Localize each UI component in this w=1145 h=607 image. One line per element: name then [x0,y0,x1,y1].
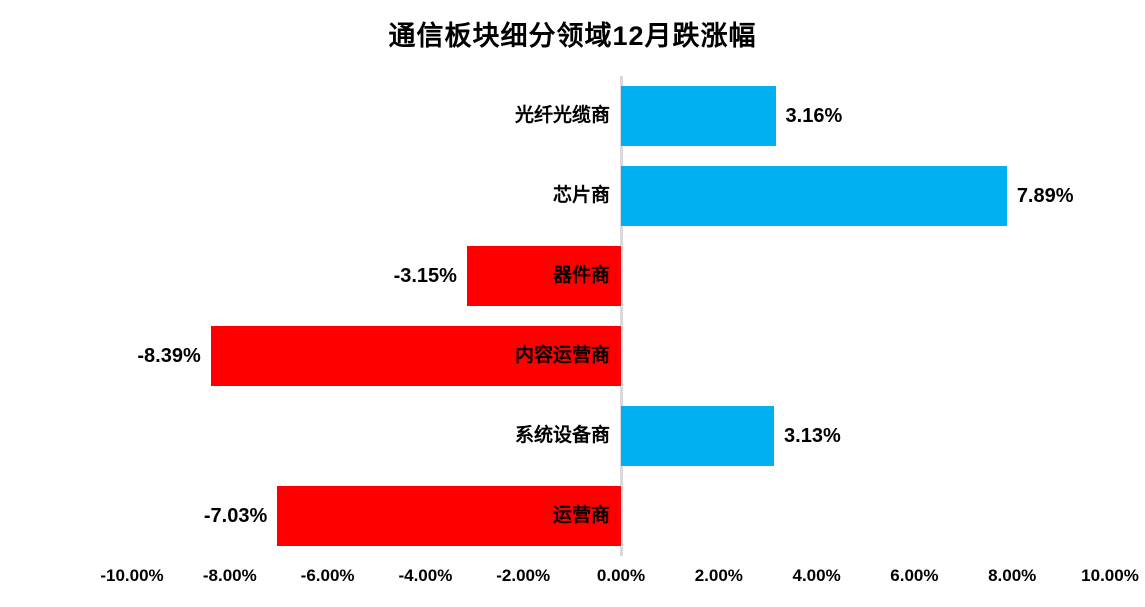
category-label-4: 系统设备商 [514,425,610,446]
category-label-2: 器件商 [552,265,610,286]
bar-1 [621,166,1007,226]
x-axis-tick-label-10: 10.00% [1081,566,1139,585]
x-axis-tick-label-9: 8.00% [988,566,1037,585]
category-label-5: 运营商 [552,505,610,526]
x-axis-tick-label-3: -4.00% [398,566,453,585]
value-label-2: -3.15% [393,265,457,287]
x-axis-tick-label-6: 2.00% [694,566,743,585]
value-label-3: -8.39% [137,345,201,367]
x-axis-tick-label-0: -10.00% [100,566,164,585]
bar-0 [621,86,776,146]
bar-4 [621,406,775,466]
category-label-0: 光纤光缆商 [514,105,610,126]
value-label-1: 7.89% [1016,185,1074,207]
value-label-5: -7.03% [203,505,268,527]
value-label-0: 3.16% [785,105,843,127]
bar-5 [277,486,621,546]
value-label-4: 3.13% [784,425,841,447]
chart-title: 通信板块细分领域12月跌涨幅 [388,21,757,51]
x-axis-tick-label-2: -6.00% [300,566,355,585]
x-axis-tick-label-1: -8.00% [202,566,257,585]
category-label-3: 内容运营商 [514,345,610,366]
bar-2 [466,246,621,306]
bar-3 [210,326,621,386]
x-axis-tick-label-4: -2.00% [496,566,551,585]
x-axis-tick-label-7: 4.00% [792,566,841,585]
x-axis-tick-label-5: 0.00% [596,566,646,585]
zero-axis-line [619,76,623,556]
x-axis-tick-label-8: 6.00% [890,566,939,585]
category-label-1: 芯片商 [552,185,610,206]
